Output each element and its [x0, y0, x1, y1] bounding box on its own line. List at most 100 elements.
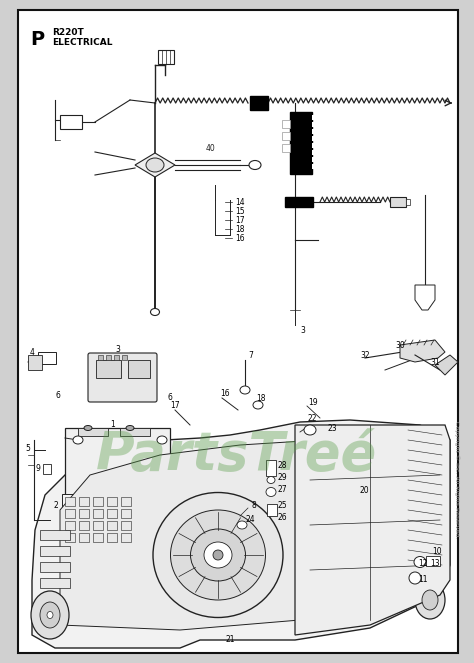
Bar [79, 509, 89, 518]
Bar [312, 164, 320, 169]
Ellipse shape [266, 487, 276, 497]
Bar [285, 197, 313, 207]
Text: 27: 27 [278, 485, 288, 493]
Text: 13: 13 [430, 558, 439, 568]
Ellipse shape [249, 160, 261, 170]
Bar [107, 521, 117, 530]
Ellipse shape [253, 401, 263, 409]
Polygon shape [135, 153, 175, 177]
Ellipse shape [157, 436, 167, 444]
Bar [312, 143, 320, 148]
Bar [79, 533, 89, 542]
Text: 6: 6 [55, 391, 60, 400]
Ellipse shape [213, 550, 223, 560]
Text: 4: 4 [30, 348, 35, 357]
Bar [65, 521, 75, 530]
Text: 2: 2 [53, 501, 58, 509]
Ellipse shape [171, 510, 265, 600]
Ellipse shape [47, 611, 53, 619]
Bar [120, 428, 150, 436]
Text: 30: 30 [395, 341, 405, 349]
Ellipse shape [237, 521, 247, 529]
Ellipse shape [151, 308, 159, 316]
Bar [114, 355, 119, 360]
Bar [121, 521, 131, 530]
Bar [121, 497, 131, 506]
Ellipse shape [40, 602, 60, 628]
Bar [96, 360, 121, 378]
Bar [250, 96, 268, 110]
Bar [312, 122, 320, 127]
Bar [62, 494, 142, 549]
Bar [282, 120, 290, 128]
Text: 23: 23 [328, 424, 337, 432]
Bar [426, 556, 440, 566]
Text: 12: 12 [418, 558, 428, 568]
Text: 14: 14 [235, 198, 245, 206]
FancyBboxPatch shape [88, 353, 157, 402]
Text: 17: 17 [235, 215, 245, 225]
Bar [106, 355, 111, 360]
Text: 3: 3 [115, 345, 120, 354]
Bar [282, 132, 290, 140]
Polygon shape [400, 340, 445, 362]
Polygon shape [32, 420, 450, 648]
Ellipse shape [267, 477, 275, 483]
Text: 31: 31 [430, 357, 439, 367]
Bar [65, 509, 75, 518]
Bar [290, 112, 312, 174]
Text: 11: 11 [418, 575, 428, 585]
Text: P: P [30, 30, 44, 49]
Text: 26: 26 [278, 512, 288, 522]
Text: ELECTRICAL: ELECTRICAL [52, 38, 112, 47]
Text: PartsTreé: PartsTreé [96, 429, 378, 481]
Bar [390, 197, 406, 207]
Text: 1: 1 [110, 420, 115, 429]
Text: 32: 32 [360, 351, 370, 359]
Bar [40, 562, 70, 572]
Bar [107, 533, 117, 542]
Bar [79, 521, 89, 530]
Bar [121, 533, 131, 542]
Ellipse shape [191, 529, 246, 581]
Bar [312, 115, 320, 120]
Text: 19: 19 [308, 398, 318, 406]
Polygon shape [295, 425, 450, 635]
Text: 29: 29 [278, 473, 288, 481]
Ellipse shape [415, 581, 445, 619]
Ellipse shape [304, 425, 316, 435]
Ellipse shape [153, 493, 283, 617]
Polygon shape [28, 355, 42, 370]
Text: R220T: R220T [52, 28, 84, 37]
Bar [98, 355, 103, 360]
Text: 18: 18 [256, 394, 265, 402]
Ellipse shape [126, 426, 134, 430]
Bar [282, 144, 290, 152]
Ellipse shape [73, 436, 83, 444]
Text: 10: 10 [432, 548, 442, 556]
Text: 21: 21 [225, 635, 235, 644]
Bar [60, 115, 82, 129]
Ellipse shape [204, 542, 232, 568]
Ellipse shape [414, 556, 426, 568]
Text: 22: 22 [308, 414, 318, 422]
Text: 7: 7 [248, 351, 253, 359]
Bar [40, 546, 70, 556]
Bar [312, 136, 320, 141]
Text: 40: 40 [205, 143, 215, 152]
Polygon shape [435, 355, 458, 375]
Ellipse shape [146, 158, 164, 172]
Text: 16: 16 [220, 389, 229, 398]
Text: 8: 8 [252, 501, 257, 509]
Bar [122, 355, 127, 360]
Bar [128, 360, 150, 378]
Ellipse shape [422, 590, 438, 610]
Bar [40, 578, 70, 588]
Text: 16: 16 [235, 233, 245, 243]
Bar [406, 199, 410, 205]
Ellipse shape [240, 386, 250, 394]
Bar [312, 157, 320, 162]
Bar [93, 533, 103, 542]
Text: 24: 24 [245, 516, 255, 524]
Bar [40, 530, 70, 540]
